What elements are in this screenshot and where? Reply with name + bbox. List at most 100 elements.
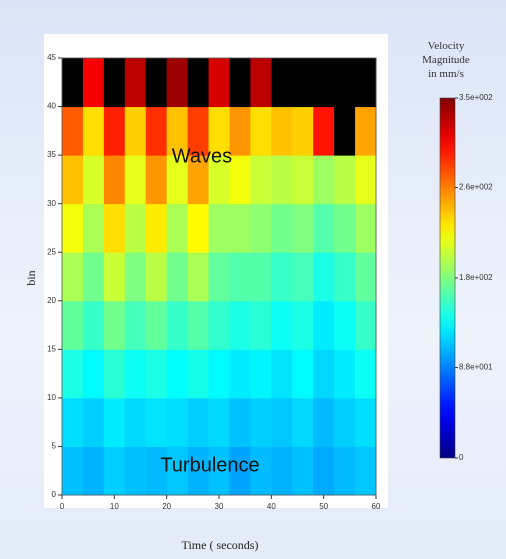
heat-cell [250, 300, 272, 350]
heat-cell [208, 58, 230, 108]
heat-cell [334, 300, 356, 350]
heat-cell [103, 252, 126, 302]
heat-cell [124, 106, 147, 156]
heat-cell [271, 106, 293, 156]
x-tick-label: 10 [110, 502, 119, 511]
y-axis-title: bin [24, 270, 38, 285]
y-tick-label: 30 [47, 199, 56, 208]
heat-cell [355, 106, 377, 156]
heat-cell [124, 300, 147, 350]
heat-cell [124, 203, 147, 253]
heat-cell [124, 349, 147, 399]
heat-cell [145, 203, 168, 253]
heat-cell [313, 252, 335, 302]
colorbar [439, 97, 456, 459]
heat-cell [229, 349, 251, 399]
x-tick-label: 50 [319, 502, 328, 511]
x-tick-label: 40 [267, 502, 276, 511]
heat-cell [187, 106, 210, 156]
heat-cell [145, 106, 168, 156]
heat-cell [187, 203, 210, 253]
heat-cell [62, 300, 84, 350]
heat-cell [208, 300, 230, 350]
heat-cell [124, 155, 147, 205]
heat-cell [145, 446, 168, 496]
heat-cell [103, 155, 126, 205]
heat-cell [208, 349, 230, 399]
heat-cell [166, 349, 189, 399]
heat-cell [250, 349, 272, 399]
heat-cell [355, 252, 377, 302]
heat-cell [103, 446, 126, 496]
heat-cell [187, 300, 210, 350]
heat-cell [271, 349, 293, 399]
x-tick-label: 20 [162, 502, 171, 511]
heat-cell [103, 203, 126, 253]
heat-cell [355, 446, 377, 496]
heat-cell [166, 203, 189, 253]
heat-cell [292, 58, 314, 108]
colorbar-tick-label: 2.6e+002 [459, 183, 493, 192]
heat-cell [103, 106, 126, 156]
heat-cell [62, 155, 84, 205]
x-tick-label: 60 [372, 502, 381, 511]
colorbar-title: Velocity Magnitude in mm/s [422, 40, 470, 80]
heat-cell [313, 446, 335, 496]
heat-cell [334, 203, 356, 253]
heat-cell [62, 106, 84, 156]
heat-cell [187, 446, 210, 496]
heat-cell [62, 446, 84, 496]
heat-cell [208, 106, 230, 156]
colorbar-tick-label: 1.8e+002 [459, 273, 493, 282]
heat-cell [145, 252, 168, 302]
heat-cell [145, 397, 168, 447]
heat-cell [313, 203, 335, 253]
heat-cell [187, 252, 210, 302]
heat-cell [334, 446, 356, 496]
heat-cell [250, 58, 272, 108]
annotation: Turbulence [160, 454, 259, 476]
y-tick-label: 10 [47, 393, 56, 402]
annotation: Waves [172, 145, 232, 167]
heat-cell [271, 446, 293, 496]
colorbar-tick-label: 3.5e+002 [459, 93, 493, 102]
heat-cell [355, 155, 377, 205]
heat-cell [103, 349, 126, 399]
heat-cell [145, 349, 168, 399]
heat-cell [103, 397, 126, 447]
heat-cell [82, 446, 105, 496]
heat-cell [313, 58, 335, 108]
heat-cell [187, 155, 210, 205]
x-axis-title: Time ( seconds) [182, 538, 259, 552]
y-tick-label: 25 [47, 247, 56, 256]
heat-cell [355, 397, 377, 447]
heat-cell [334, 397, 356, 447]
heat-cell [271, 252, 293, 302]
heat-cell [145, 58, 168, 108]
heat-cell [292, 203, 314, 253]
heat-cell [166, 155, 189, 205]
heat-cell [250, 446, 272, 496]
heat-cell [355, 300, 377, 350]
heat-cell [271, 397, 293, 447]
heat-cell [208, 155, 230, 205]
y-tick-label: 0 [52, 490, 57, 499]
heat-cell [250, 106, 272, 156]
heat-cell [124, 446, 147, 496]
x-tick-label: 0 [60, 502, 65, 511]
heat-cell [124, 58, 147, 108]
heat-cell [208, 446, 230, 496]
colorbar-tick-label: 0 [459, 453, 464, 462]
heat-cell [187, 349, 210, 399]
heat-cell [82, 155, 105, 205]
heat-cell [313, 300, 335, 350]
y-tick-label: 45 [47, 53, 56, 62]
heat-cell [145, 300, 168, 350]
heat-cell [62, 58, 84, 108]
heat-cell [355, 349, 377, 399]
heat-cell [292, 300, 314, 350]
heat-cell [250, 252, 272, 302]
heat-cell [82, 349, 105, 399]
